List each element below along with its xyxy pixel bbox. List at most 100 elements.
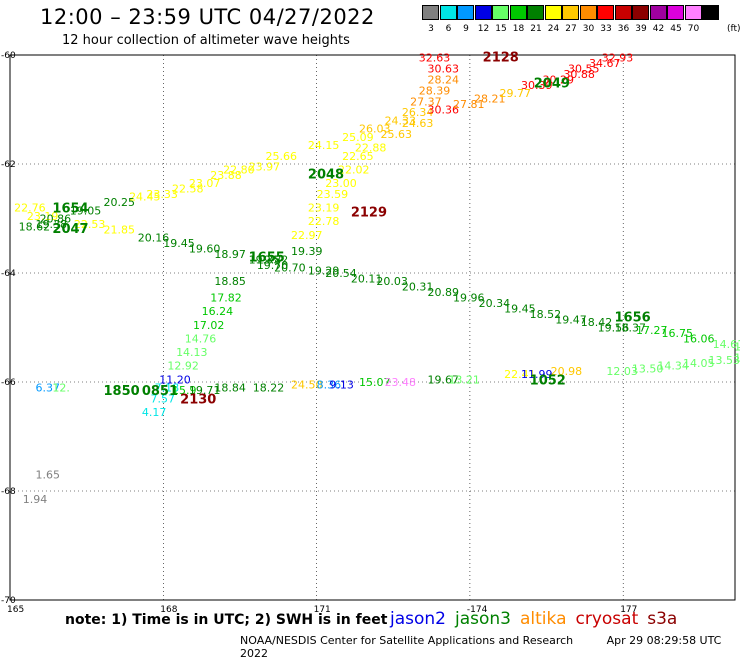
longitude-tick-label: 165 — [7, 605, 24, 615]
wave-height-value: 22.80 — [223, 163, 255, 176]
wave-height-value: 19.56 — [598, 322, 630, 335]
source-credit: NOAA/NESDIS Center for Satellite Applica… — [240, 634, 574, 647]
latitude-tick-label: -62 — [1, 160, 16, 170]
wave-height-value: 30.55 — [568, 63, 600, 76]
wave-height-value: 13.53 — [709, 354, 740, 367]
wave-height-value: 24.50 — [291, 379, 323, 392]
color-scale-tick: 30 — [582, 24, 595, 34]
latitude-tick-label: -64 — [1, 269, 16, 279]
wave-height-value: 17.82 — [210, 292, 242, 305]
wave-height-value: 25.63 — [380, 128, 412, 141]
map-frame — [9, 54, 736, 601]
wave-height-value: 19.60 — [189, 242, 221, 255]
footnote: note: 1) Time is in UTC; 2) SWH is in fe… — [65, 612, 388, 628]
wave-height-value: 18.62 — [19, 221, 51, 234]
wave-height-value: 20.34 — [479, 297, 511, 310]
wave-height-value: 19.70 — [257, 259, 289, 272]
pass-time-label: 2130 — [180, 392, 216, 407]
pass-time-label: 1656 — [615, 311, 651, 326]
color-swatch — [527, 5, 544, 20]
color-scale-tick: 9 — [463, 24, 469, 34]
wave-height-value: 22.65 — [342, 150, 374, 163]
pass-time-label: 2129 — [351, 205, 387, 220]
wave-height-value: 16.24 — [202, 305, 234, 318]
wave-height-value: 4.17 — [142, 406, 167, 419]
wave-height-value: 22.02 — [338, 163, 370, 176]
wave-height-value: 28.24 — [427, 74, 459, 87]
wave-height-value: 34.67 — [589, 57, 621, 70]
wave-height-value: 22.76 — [14, 202, 46, 215]
color-scale-unit: (ft) — [727, 24, 740, 34]
wave-height-value: 23.07 — [189, 177, 221, 190]
wave-height-value: 30.39 — [521, 79, 553, 92]
color-scale-tick: 42 — [652, 24, 665, 34]
wave-height-value: 19.35 — [249, 253, 281, 266]
wave-height-value: 23.97 — [249, 161, 281, 174]
wave-height-value: 27.81 — [453, 98, 485, 111]
wave-height-value: 19.45 — [163, 237, 195, 250]
wave-height-value: 24.63 — [402, 117, 434, 130]
pass-time-label: 1655 — [249, 251, 285, 266]
wave-height-value: 19.47 — [555, 313, 587, 326]
wave-height-value: 24.33 — [385, 114, 417, 127]
color-swatch — [422, 5, 439, 20]
color-swatch — [474, 5, 492, 20]
latitude-tick-label: -60 — [1, 51, 16, 61]
pass-time-label: 2048 — [308, 167, 344, 182]
wave-height-value: 18.37 — [615, 322, 647, 335]
color-scale-tick: 70 — [687, 24, 700, 34]
color-scale-tick: 21 — [530, 24, 542, 34]
wave-height-value: 19.82 — [257, 253, 289, 266]
pass-time-label: 1654 — [52, 202, 88, 217]
wave-height-value: 18.42 — [581, 316, 613, 329]
color-swatch — [439, 5, 457, 20]
wave-height-value: 19.05 — [70, 204, 102, 217]
color-scale-tick: 39 — [635, 24, 647, 34]
wave-height-value: 30.36 — [427, 104, 459, 117]
wave-height-value: 14.61 — [713, 338, 740, 351]
color-scale-tick: 3 — [428, 24, 434, 34]
color-swatch — [684, 5, 702, 20]
wave-height-value: 19.45 — [504, 302, 535, 315]
color-swatch — [597, 5, 614, 20]
chart-title: 12:00 – 23:59 UTC 04/27/2022 — [40, 5, 375, 29]
wave-height-value: 19.29 — [308, 264, 340, 277]
longitude-tick-label: 168 — [160, 605, 177, 615]
wave-height-value: 12.92 — [167, 360, 199, 373]
wave-height-value: 14.34 — [657, 360, 689, 373]
wave-height-value: 27.37 — [410, 95, 442, 108]
wave-height-value: 23.00 — [325, 177, 357, 190]
latitude-tick-label: -66 — [1, 378, 16, 388]
color-swatch — [457, 5, 474, 20]
wave-height-value: 23.33 — [146, 188, 178, 201]
color-scale-tick: 33 — [600, 24, 612, 34]
wave-height-value: 7.57 — [151, 392, 176, 405]
wave-height-value: 24.15 — [308, 139, 340, 152]
wave-height-value: 7.18 — [155, 381, 180, 394]
wave-height-value: 18.22 — [253, 381, 285, 394]
wave-height-value: 13. — [734, 341, 740, 354]
wave-height-value: 20.31 — [402, 281, 434, 294]
wave-height-value: 19.39 — [291, 245, 323, 258]
wave-height-value: 18.97 — [214, 248, 246, 261]
wave-height-value: 22.53 — [74, 218, 106, 231]
wave-height-value: 30.63 — [427, 63, 459, 76]
wave-height-value: 20.54 — [325, 267, 357, 280]
wave-height-value: 18.85 — [214, 275, 246, 288]
color-swatch — [614, 5, 632, 20]
wave-height-value: 25.66 — [266, 150, 298, 163]
wave-height-value: 14.05 — [683, 357, 715, 370]
wave-height-value: 29.77 — [500, 87, 531, 100]
color-swatch — [509, 5, 527, 20]
color-scale-tick: 18 — [512, 24, 525, 34]
wave-height-value: 15.9 — [172, 384, 197, 397]
wave-height-value: 26.03 — [359, 123, 391, 136]
legend-item-jason2: jason2 — [390, 609, 446, 629]
wave-height-value: 11.20 — [159, 373, 191, 386]
wave-height-value: 12. — [52, 381, 69, 394]
wave-height-value: 23.48 — [385, 376, 417, 389]
wave-height-value: 16.75 — [662, 327, 694, 340]
wave-height-value: 23.19 — [308, 202, 340, 215]
wave-height-value: 28.39 — [419, 84, 451, 97]
